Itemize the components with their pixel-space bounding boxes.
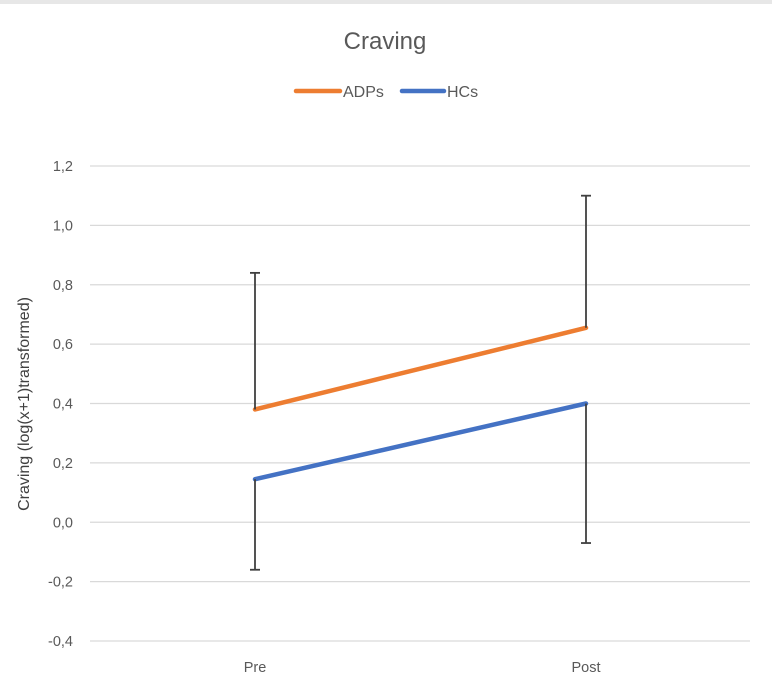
y-tick-label: -0,2 bbox=[48, 575, 73, 591]
y-tick-label: 0,0 bbox=[53, 515, 73, 531]
y-tick-label: 0,4 bbox=[53, 397, 73, 413]
y-tick-label: 0,8 bbox=[53, 278, 73, 294]
y-tick-label: -0,4 bbox=[48, 634, 73, 650]
chart-title: Craving bbox=[344, 28, 427, 55]
x-tick-label: Post bbox=[571, 660, 600, 674]
x-axis-tick-labels: Pre Post bbox=[244, 660, 601, 674]
legend-item-hcs: HCs bbox=[399, 84, 478, 101]
legend: ADPs HCs bbox=[293, 84, 478, 101]
series-line-hcs bbox=[252, 401, 589, 482]
legend-label: ADPs bbox=[343, 84, 384, 101]
y-tick-label: 0,6 bbox=[53, 337, 73, 353]
y-tick-label: 0,2 bbox=[53, 456, 73, 472]
line-chart: Craving ADPs HCs -0,4 -0,2 0,0 0,2 0,4 0,6 0,8 1… bbox=[16, 28, 750, 674]
y-axis-tick-labels: -0,4 -0,2 0,0 0,2 0,4 0,6 0,8 1,0 1,2 bbox=[48, 159, 73, 650]
y-tick-label: 1,0 bbox=[53, 218, 73, 234]
series-lines bbox=[252, 325, 589, 482]
legend-label: HCs bbox=[447, 84, 478, 101]
legend-item-adps: ADPs bbox=[293, 84, 384, 101]
error-bars bbox=[250, 194, 591, 571]
y-axis-title: Craving (log(x+1)transformed) bbox=[16, 297, 33, 511]
series-line-adps bbox=[252, 325, 589, 412]
x-tick-label: Pre bbox=[244, 660, 267, 674]
gridlines bbox=[90, 165, 750, 642]
y-tick-label: 1,2 bbox=[53, 159, 73, 175]
